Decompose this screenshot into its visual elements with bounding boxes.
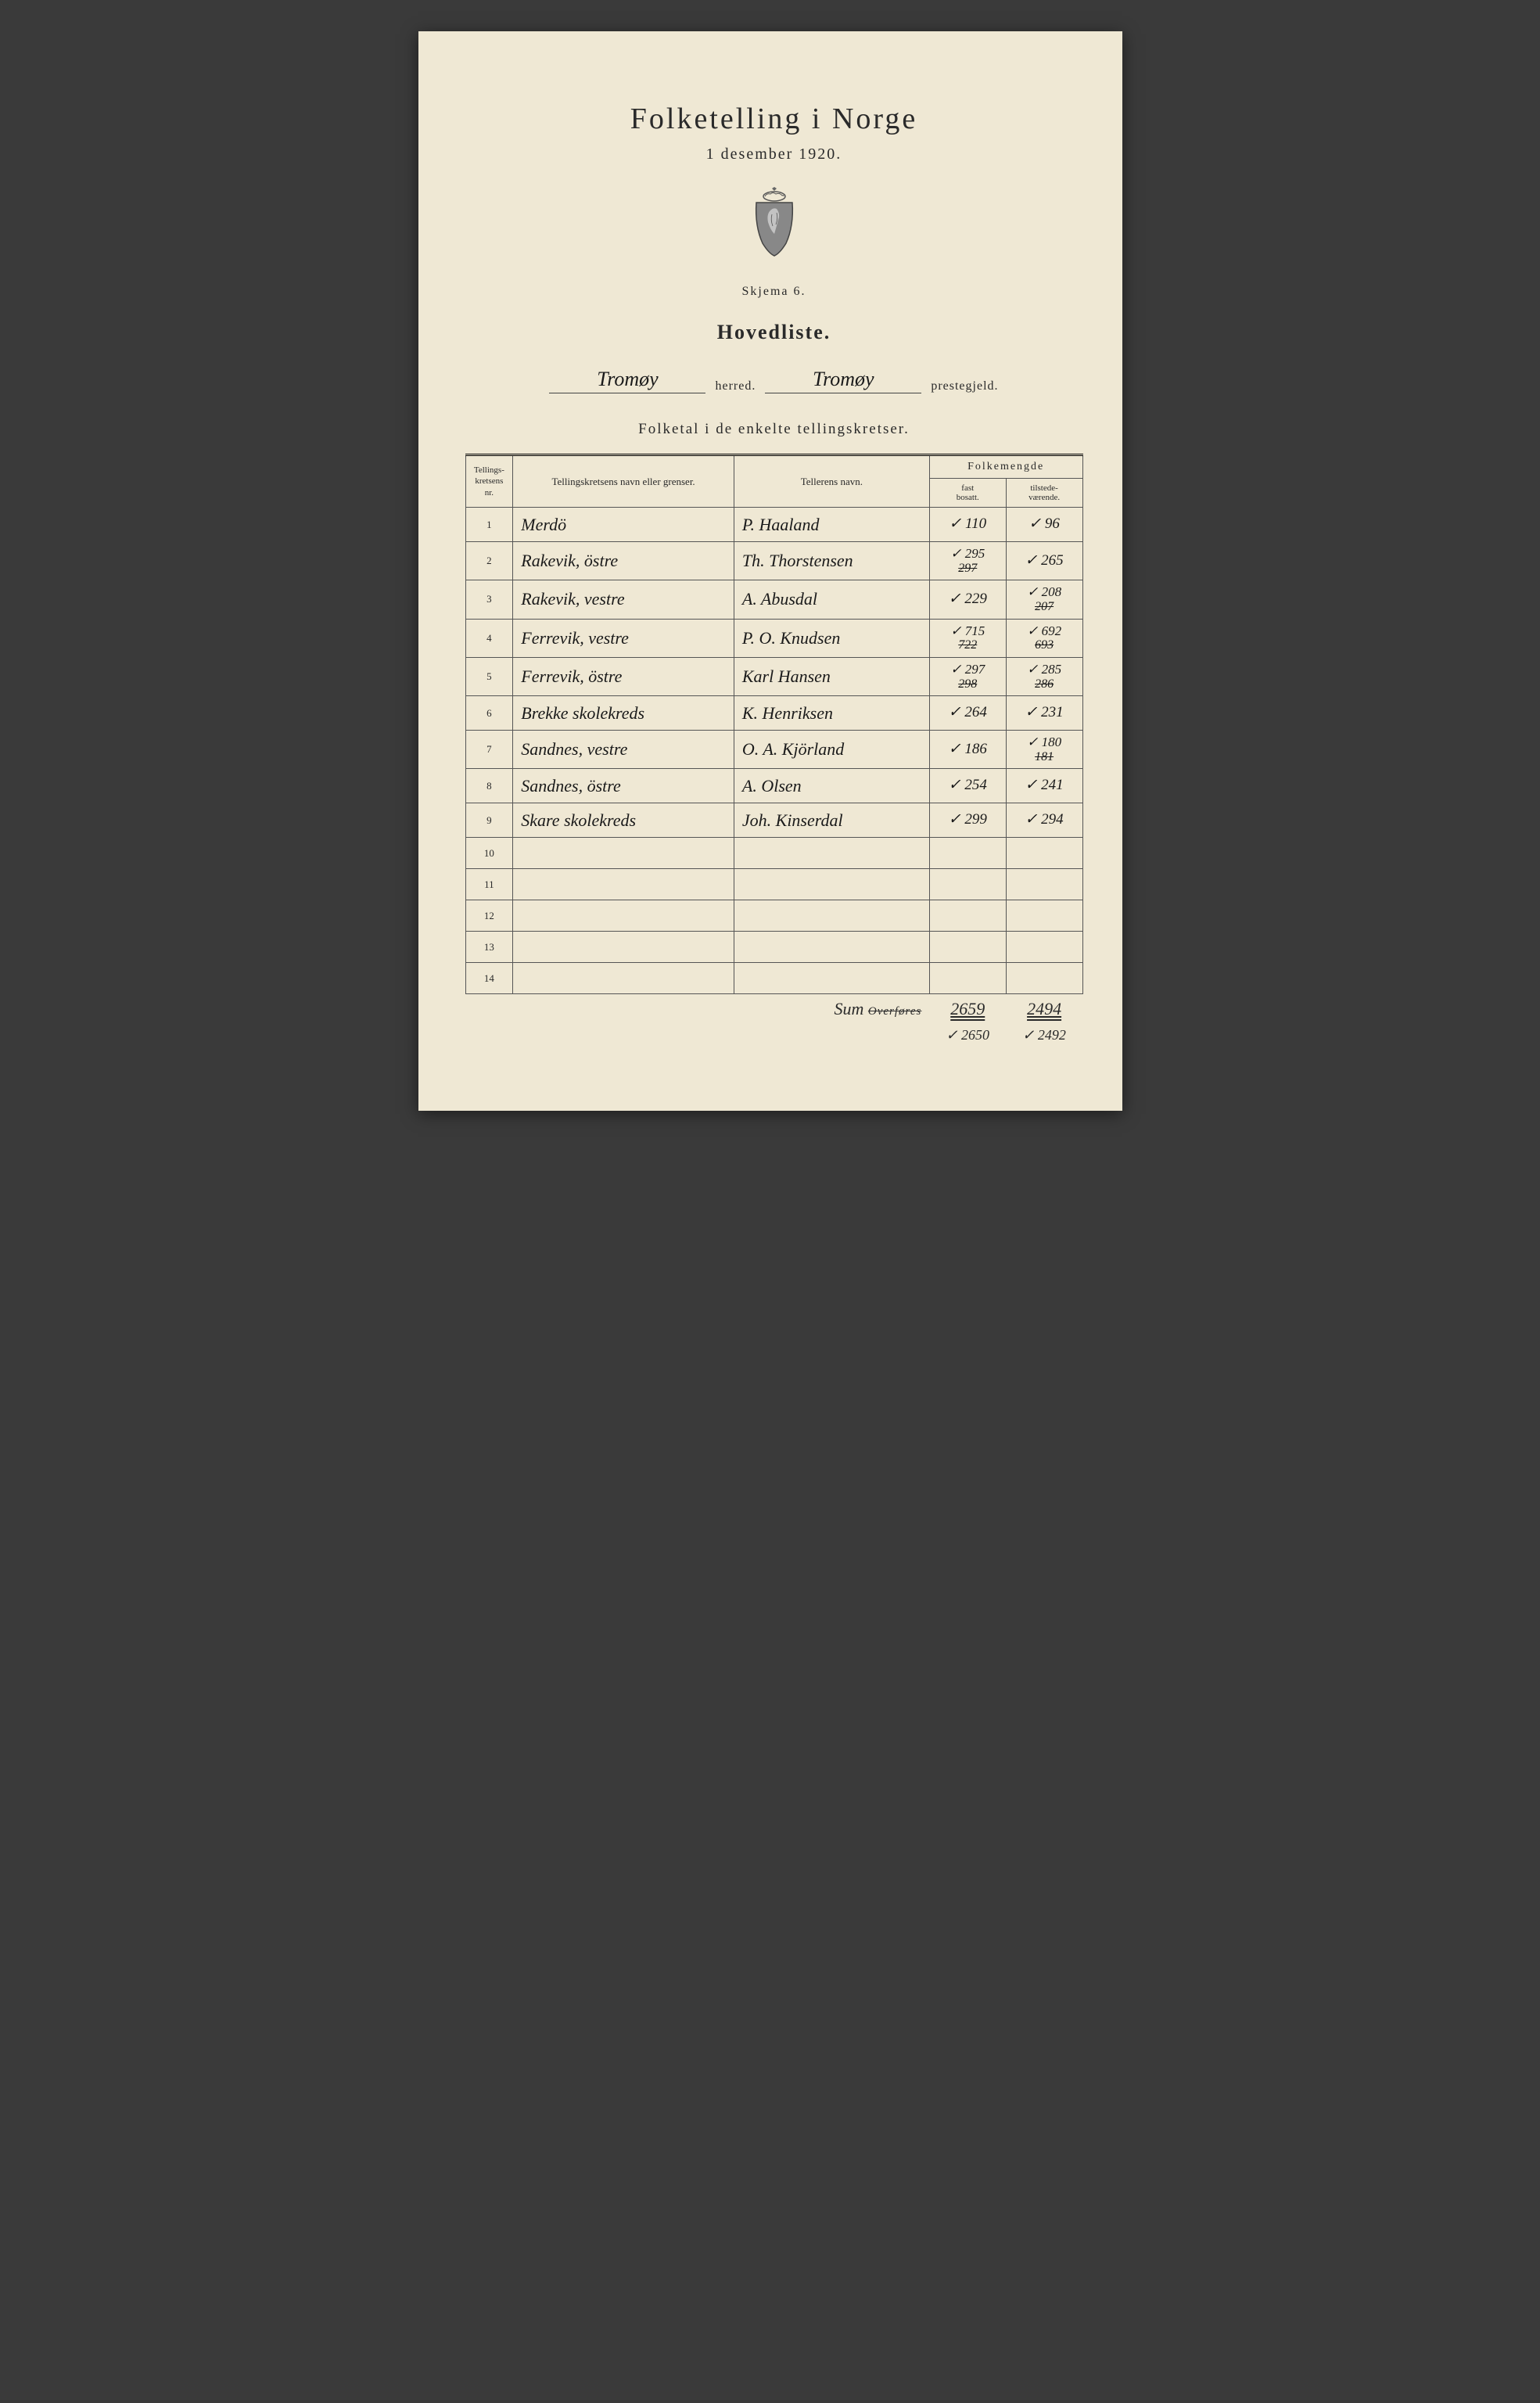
- coat-of-arms: [465, 187, 1083, 261]
- cell-teller: Th. Thorstensen: [734, 542, 929, 580]
- table-subtitle: Folketal i de enkelte tellingskretser.: [465, 421, 1083, 438]
- cell-nr: 7: [465, 731, 513, 769]
- table-row: 5Ferrevik, östreKarl Hansen✓ 297298✓ 285…: [465, 657, 1082, 695]
- cell-name: Skare skolekreds: [513, 803, 734, 838]
- cell-teller: Karl Hansen: [734, 657, 929, 695]
- cell-fast: ✓ 297298: [929, 657, 1006, 695]
- cell-name: Sandnes, östre: [513, 769, 734, 803]
- header-name: Tellingskretsens navn eller grenser.: [513, 455, 734, 508]
- cell-name: Rakevik, vestre: [513, 580, 734, 619]
- cell-nr: 1: [465, 508, 513, 542]
- final-tilstede: ✓ 2492: [1006, 1024, 1082, 1048]
- cell-teller: O. A. Kjörland: [734, 731, 929, 769]
- sum-fast: 2659: [929, 994, 1006, 1025]
- table-row: 3Rakevik, vestreA. Abusdal✓ 229✓ 208207: [465, 580, 1082, 619]
- final-row: ✓ 2650✓ 2492: [465, 1024, 1082, 1048]
- cell-nr: 13: [465, 932, 513, 963]
- prestegjeld-value: Tromøy: [765, 368, 921, 393]
- cell-fast: ✓ 715722: [929, 619, 1006, 657]
- table-row-empty: 10: [465, 838, 1082, 869]
- cell-tilstede: ✓ 96: [1006, 508, 1082, 542]
- main-title: Folketelling i Norge: [465, 102, 1083, 136]
- sum-tilstede: 2494: [1006, 994, 1082, 1025]
- census-table: Tellings- kretsens nr. Tellingskretsens …: [465, 454, 1083, 1048]
- header-tilstede: tilstede- værende.: [1006, 479, 1082, 508]
- cell-nr: 4: [465, 619, 513, 657]
- cell-nr: 12: [465, 900, 513, 932]
- table-row: 6Brekke skolekredsK. Henriksen✓ 264✓ 231: [465, 696, 1082, 731]
- table-row-empty: 12: [465, 900, 1082, 932]
- cell-fast: ✓ 264: [929, 696, 1006, 731]
- sum-label: Sum Overføres: [465, 994, 929, 1025]
- cell-nr: 2: [465, 542, 513, 580]
- table-row: 7Sandnes, vestreO. A. Kjörland✓ 186✓ 180…: [465, 731, 1082, 769]
- header-fast: fast bosatt.: [929, 479, 1006, 508]
- cell-nr: 10: [465, 838, 513, 869]
- cell-tilstede: ✓ 231: [1006, 696, 1082, 731]
- cell-name: Sandnes, vestre: [513, 731, 734, 769]
- cell-name: Rakevik, östre: [513, 542, 734, 580]
- cell-nr: 11: [465, 869, 513, 900]
- cell-tilstede: ✓ 241: [1006, 769, 1082, 803]
- cell-name: Ferrevik, östre: [513, 657, 734, 695]
- cell-teller: A. Abusdal: [734, 580, 929, 619]
- cell-nr: 3: [465, 580, 513, 619]
- list-title: Hovedliste.: [465, 321, 1083, 344]
- cell-teller: K. Henriksen: [734, 696, 929, 731]
- herred-label: herred.: [715, 379, 756, 393]
- table-row: 4Ferrevik, vestreP. O. Knudsen✓ 715722✓ …: [465, 619, 1082, 657]
- schema-label: Skjema 6.: [465, 285, 1083, 299]
- table-row-empty: 14: [465, 963, 1082, 994]
- cell-fast: ✓ 299: [929, 803, 1006, 838]
- header-teller: Tellerens navn.: [734, 455, 929, 508]
- cell-nr: 6: [465, 696, 513, 731]
- date-line: 1 desember 1920.: [465, 145, 1083, 163]
- crest-icon: [747, 187, 802, 257]
- cell-tilstede: ✓ 692693: [1006, 619, 1082, 657]
- herred-line: Tromøy herred. Tromøy prestegjeld.: [465, 368, 1083, 393]
- cell-nr: 8: [465, 769, 513, 803]
- cell-tilstede: ✓ 180181: [1006, 731, 1082, 769]
- cell-nr: 5: [465, 657, 513, 695]
- final-fast: ✓ 2650: [929, 1024, 1006, 1048]
- table-row: 2Rakevik, östreTh. Thorstensen✓ 295297✓ …: [465, 542, 1082, 580]
- cell-teller: P. O. Knudsen: [734, 619, 929, 657]
- table-row: 8Sandnes, östreA. Olsen✓ 254✓ 241: [465, 769, 1082, 803]
- cell-teller: Joh. Kinserdal: [734, 803, 929, 838]
- cell-tilstede: ✓ 208207: [1006, 580, 1082, 619]
- cell-teller: A. Olsen: [734, 769, 929, 803]
- table-row-empty: 13: [465, 932, 1082, 963]
- cell-name: Brekke skolekreds: [513, 696, 734, 731]
- cell-tilstede: ✓ 265: [1006, 542, 1082, 580]
- table-row: 1MerdöP. Haaland✓ 110✓ 96: [465, 508, 1082, 542]
- cell-tilstede: ✓ 294: [1006, 803, 1082, 838]
- cell-fast: ✓ 229: [929, 580, 1006, 619]
- table-row-empty: 11: [465, 869, 1082, 900]
- herred-value: Tromøy: [549, 368, 705, 393]
- cell-fast: ✓ 295297: [929, 542, 1006, 580]
- cell-fast: ✓ 110: [929, 508, 1006, 542]
- cell-name: Ferrevik, vestre: [513, 619, 734, 657]
- cell-name: Merdö: [513, 508, 734, 542]
- table-row: 9Skare skolekredsJoh. Kinserdal✓ 299✓ 29…: [465, 803, 1082, 838]
- cell-nr: 14: [465, 963, 513, 994]
- cell-nr: 9: [465, 803, 513, 838]
- census-document-page: Folketelling i Norge 1 desember 1920. Sk…: [418, 31, 1122, 1111]
- cell-teller: P. Haaland: [734, 508, 929, 542]
- header-folkemengde: Folkemengde: [929, 455, 1082, 479]
- cell-fast: ✓ 254: [929, 769, 1006, 803]
- cell-fast: ✓ 186: [929, 731, 1006, 769]
- cell-tilstede: ✓ 285286: [1006, 657, 1082, 695]
- header-nr: Tellings- kretsens nr.: [465, 455, 513, 508]
- prestegjeld-label: prestegjeld.: [931, 379, 998, 393]
- sum-row: Sum Overføres26592494: [465, 994, 1082, 1025]
